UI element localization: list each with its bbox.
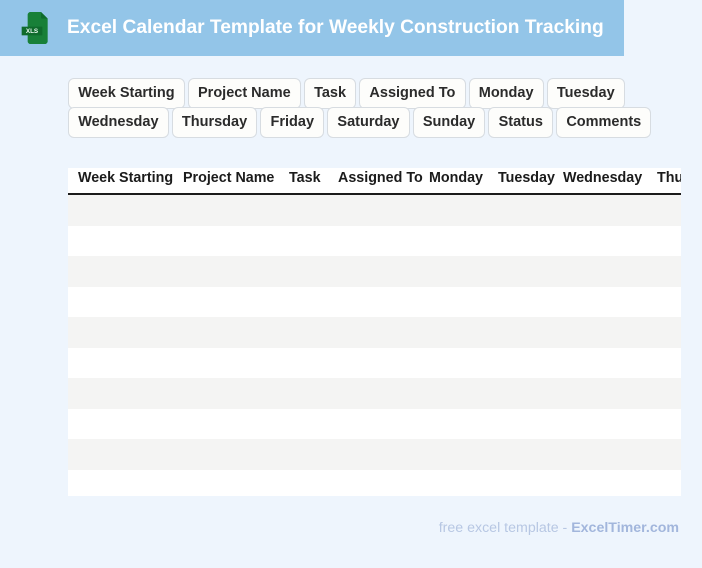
- svg-text:XLS: XLS: [26, 28, 38, 35]
